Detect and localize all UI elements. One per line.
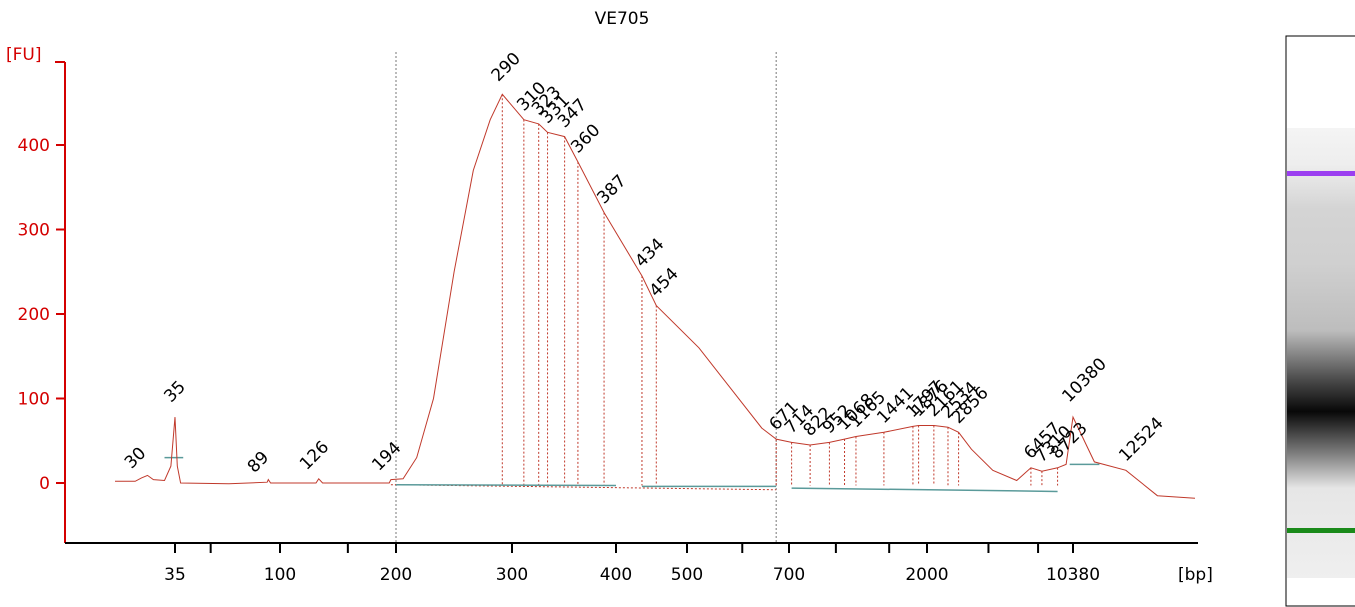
gel-upper-marker-band (1287, 171, 1355, 176)
y-axis-label: [FU] (6, 45, 42, 65)
peak-label: 290 (488, 49, 525, 86)
peak-label: 194 (368, 438, 405, 475)
region-lines (395, 52, 777, 543)
peak-label: 89 (244, 448, 273, 477)
peak-label: 12524 (1115, 413, 1167, 465)
y-tick-label: 0 (39, 474, 50, 494)
y-tick-label: 400 (18, 136, 50, 156)
gel-lane-body (1287, 128, 1355, 578)
x-tick-label: 35 (164, 565, 186, 585)
x-axis-ticks: 35 100 200 300 400 500 700 2000 10380 (164, 543, 1100, 585)
peak-label: 30 (121, 443, 150, 472)
fluorescence-trace (115, 93, 1196, 499)
gel-lower-marker-band (1287, 528, 1355, 533)
x-tick-label: 400 (600, 565, 632, 585)
x-axis-label: [bp] (1178, 565, 1213, 585)
x-tick-label: 700 (773, 565, 805, 585)
peak-label: 126 (296, 437, 333, 474)
chart-title: VE705 (595, 9, 650, 29)
gel-lane (1285, 35, 1355, 607)
x-tick-label: 200 (380, 565, 412, 585)
y-axis-ticks: 0 100 200 300 400 (18, 136, 65, 494)
x-tick-label: 300 (496, 565, 528, 585)
baseline-segments (164, 456, 1100, 493)
peak-label: 434 (631, 234, 668, 271)
peak-label: 35 (160, 377, 189, 406)
x-tick-label: 10380 (1046, 565, 1100, 585)
baseline-segment (791, 487, 1058, 493)
y-tick-label: 100 (18, 390, 50, 410)
baseline-segment (395, 483, 617, 487)
y-tick-label: 300 (18, 221, 50, 241)
x-tick-label: 100 (264, 565, 296, 585)
gel-frame (1285, 35, 1355, 607)
y-tick-label: 200 (18, 305, 50, 325)
x-tick-label: 2000 (905, 565, 948, 585)
x-tick-label: 500 (671, 565, 703, 585)
peak-drop-lines (501, 94, 1059, 486)
peak-label: 10380 (1058, 354, 1110, 406)
